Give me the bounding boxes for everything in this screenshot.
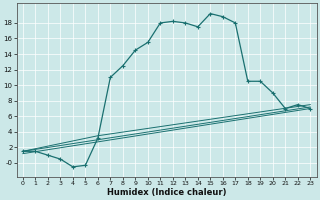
- X-axis label: Humidex (Indice chaleur): Humidex (Indice chaleur): [107, 188, 226, 197]
